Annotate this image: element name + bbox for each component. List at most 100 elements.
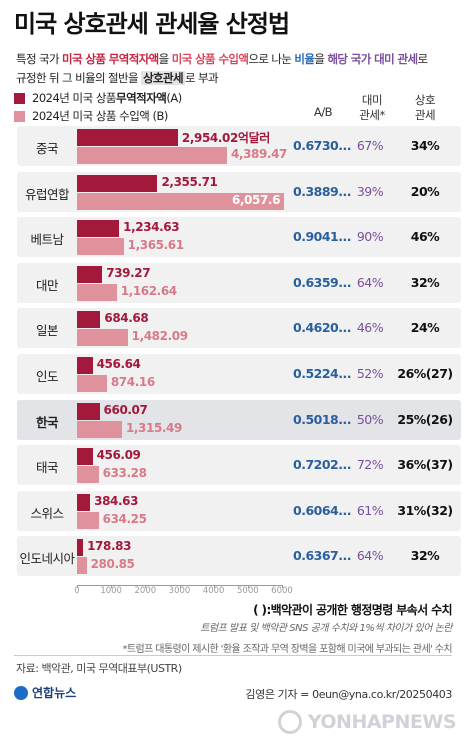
reporter-credit: 김영은 기자 = 0eun@yna.co.kr/20250403 [245, 688, 452, 701]
x-axis-tick-label: 0 [74, 586, 80, 596]
x-axis-tick-mark [111, 585, 113, 588]
yonhap-logo-icon [14, 685, 28, 700]
ab-ratio-value: 0.5224... [293, 366, 351, 381]
bar-export [77, 174, 158, 192]
tariff-rate-value: 64% [356, 274, 384, 290]
bar-import [77, 192, 284, 210]
bar-import [77, 147, 227, 164]
bar-export [77, 448, 93, 466]
bar-export [77, 311, 101, 329]
bar-export [77, 220, 120, 238]
bar-export [77, 493, 91, 511]
chart-legend: 2024년 미국 상품 무역적자액 (A) 2024년 미국 상품 수입액 (B… [14, 89, 182, 125]
data-label-export: 2,355.71 [161, 174, 218, 189]
country-label: 스위스 [30, 505, 64, 521]
data-label-export: 739.27 [106, 265, 151, 280]
source-text: 자료: 백악관, 미국 무역대표부(USTR) [16, 662, 182, 675]
data-label-export: 456.64 [96, 357, 141, 371]
data-label-export: 684.68 [104, 311, 149, 326]
x-axis-tick-mark [247, 585, 249, 588]
data-label-import: 634.25 [102, 511, 147, 526]
footer-divider [14, 655, 452, 656]
page-title: 미국 상호관세 관세율 산정법 [14, 10, 290, 38]
x-axis-tick-label: 6000 [271, 586, 293, 596]
bar-import [77, 420, 122, 438]
country-label: 유럽연합 [24, 186, 70, 202]
table-row [17, 536, 461, 577]
legend-item-export: 2024년 미국 상품 무역적자액 (A) [14, 89, 182, 107]
bar-import [77, 466, 99, 484]
ab-ratio-value: 0.7202... [293, 457, 351, 473]
description-line-2: 규정한 뒤 그 비율의 절반을 상호관세 로 부과 [16, 71, 219, 85]
reciprocal-tariff-value: 32% [410, 548, 440, 564]
ab-ratio-value: 0.9041... [293, 229, 351, 245]
reciprocal-tariff-value: 25%(26) [397, 411, 453, 427]
tariff-rate-value: 67% [356, 138, 384, 153]
ab-ratio-value: 0.4620... [293, 320, 351, 336]
tariff-rate-value: 39% [356, 183, 384, 199]
x-axis-tick-mark [282, 585, 283, 588]
tariff-rate-value: 64% [356, 548, 384, 564]
description: 특정 국가 미국 상품 무역적자액을 미국 상품 수입액으로 나눈 비율을 해당… [16, 50, 428, 88]
x-axis-tick-mark [145, 585, 147, 588]
column-header-ab: A/B [313, 105, 333, 119]
data-label-export: 2,954.02억달러 [181, 131, 270, 145]
data-label-import: 280.85 [90, 557, 135, 572]
data-label-import: 1,162.64 [120, 283, 177, 298]
country-label: 중국 [35, 141, 59, 156]
bar-import [77, 238, 124, 256]
data-label-import: 4,389.47 [230, 147, 287, 161]
tariff-rate-value: 52% [356, 366, 384, 381]
note-discrepancy: 트럼프 발표 및 백악관 SNS 공개 수치와 1%씩 차이가 있어 논란 [200, 623, 452, 634]
bar-export [77, 129, 178, 146]
x-axis-tick-mark [179, 585, 181, 588]
country-label: 베트남 [30, 232, 64, 248]
data-label-import: 1,315.49 [125, 420, 182, 435]
reciprocal-tariff-value: 31%(32) [397, 502, 453, 518]
tariff-rate-value: 72% [356, 457, 384, 473]
data-label-export: 1,234.63 [123, 220, 180, 235]
note-footnote: *트럼프 대통령이 제시한 '환율 조작과 무역 장벽을 포함해 미국에 부과되… [122, 644, 453, 655]
x-axis-tick-mark [213, 585, 215, 588]
ab-ratio-value: 0.3889... [293, 183, 351, 199]
data-label-import: 1,482.09 [131, 329, 188, 344]
yonhapnews-watermark: YONHAPNEWS [277, 710, 457, 734]
x-axis-tick-label: 5000 [237, 586, 259, 596]
data-label-import: 633.28 [102, 466, 147, 481]
country-label: 태국 [35, 460, 59, 476]
reciprocal-tariff-value: 34% [410, 138, 440, 153]
x-axis-tick-label: 2000 [134, 586, 157, 596]
country-label: 한국 [35, 414, 59, 430]
yonhap-logo: 연합뉴스 [14, 684, 76, 701]
description-line-1: 특정 국가 미국 상품 무역적자액을 미국 상품 수입액으로 나눈 비율을 해당… [16, 52, 428, 66]
data-label-import: 874.16 [110, 375, 155, 389]
bar-import [77, 283, 117, 301]
x-axis-tick-mark [77, 585, 78, 588]
tariff-rate-value: 46% [356, 320, 384, 336]
bar-export [77, 265, 103, 283]
reciprocal-tariff-value: 20% [410, 183, 440, 199]
data-label-import: 1,365.61 [127, 238, 184, 253]
legend-item-import: 2024년 미국 상품 수입액 (B) [14, 107, 182, 125]
x-axis-tick-label: 1000 [100, 586, 122, 596]
ab-ratio-value: 0.6730... [293, 138, 351, 153]
bar-export [77, 539, 84, 557]
bar-export [77, 357, 93, 374]
column-header-tariff: 상호 관세 [414, 93, 436, 122]
bar-import [77, 557, 87, 575]
bar-export [77, 402, 100, 420]
reciprocal-tariff-value: 26%(27) [397, 366, 453, 381]
ab-ratio-value: 0.6367... [293, 548, 351, 564]
ab-ratio-value: 0.5018... [293, 411, 351, 427]
column-header-rate: 대미 관세* [359, 93, 385, 122]
data-label-import: 6,057.6 [231, 192, 281, 207]
data-label-export: 660.07 [103, 402, 148, 417]
reciprocal-tariff-value: 46% [410, 229, 440, 245]
country-label: 인도네시아 [19, 551, 75, 567]
country-label: 대만 [35, 277, 59, 293]
tariff-rate-value: 50% [356, 411, 384, 427]
ab-ratio-value: 0.6359... [293, 274, 351, 290]
ab-ratio-value: 0.6064... [293, 502, 351, 518]
data-label-export: 384.63 [94, 493, 139, 508]
legend-swatch-export [14, 92, 25, 104]
